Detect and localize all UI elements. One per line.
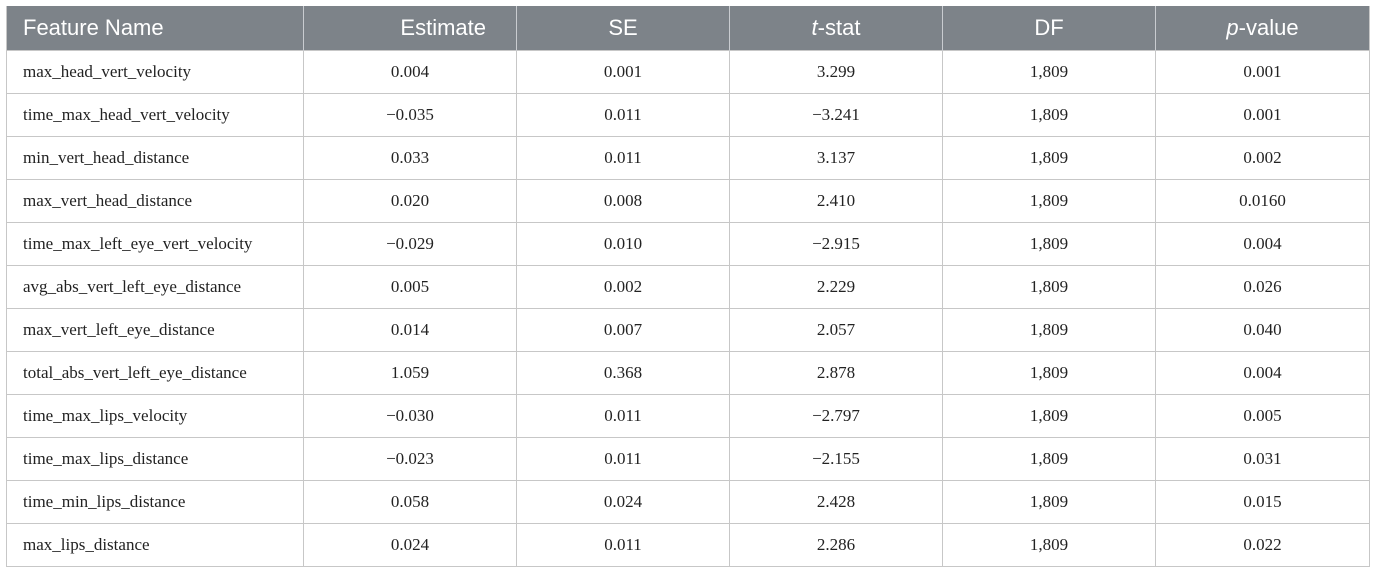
cell-feature-name: time_max_lips_distance — [6, 437, 304, 481]
cell-df: 1,809 — [942, 523, 1156, 567]
table-row: time_min_lips_distance 0.058 0.024 2.428 1,8… — [6, 480, 1370, 524]
table-header: Feature Name Estimate SE t-stat DF p-val… — [6, 6, 1370, 51]
cell-t-stat: −2.915 — [729, 222, 943, 266]
cell-feature-name: time_min_lips_distance — [6, 480, 304, 524]
cell-se: 0.011 — [516, 136, 730, 180]
cell-p-value: 0.004 — [1155, 222, 1370, 266]
cell-t-stat: 2.229 — [729, 265, 943, 309]
cell-t-stat: 2.428 — [729, 480, 943, 524]
cell-p-value: 0.004 — [1155, 351, 1370, 395]
cell-t-stat: 3.299 — [729, 50, 943, 94]
cell-se: 0.010 — [516, 222, 730, 266]
cell-t-stat: 3.137 — [729, 136, 943, 180]
header-row: Feature Name Estimate SE t-stat DF p-val… — [6, 6, 1370, 51]
table-row: time_max_left_eye_vert_velocity −0.029 0.0… — [6, 222, 1370, 266]
cell-se: 0.011 — [516, 437, 730, 481]
cell-estimate: 0.058 — [303, 480, 517, 524]
cell-p-value: 0.040 — [1155, 308, 1370, 352]
table-row: max_vert_left_eye_distance 0.014 0.007 2.05… — [6, 308, 1370, 352]
cell-feature-name: min_vert_head_distance — [6, 136, 304, 180]
cell-se: 0.001 — [516, 50, 730, 94]
cell-df: 1,809 — [942, 50, 1156, 94]
cell-feature-name: max_head_vert_velocity — [6, 50, 304, 94]
cell-se: 0.008 — [516, 179, 730, 223]
cell-df: 1,809 — [942, 93, 1156, 137]
cell-df: 1,809 — [942, 437, 1156, 481]
cell-p-value: 0.022 — [1155, 523, 1370, 567]
cell-p-value: 0.001 — [1155, 50, 1370, 94]
cell-t-stat: 2.878 — [729, 351, 943, 395]
header-p-value: p-value — [1155, 6, 1370, 51]
table-row: time_max_head_vert_velocity −0.035 0.011 −3… — [6, 93, 1370, 137]
cell-feature-name: max_vert_head_distance — [6, 179, 304, 223]
cell-p-value: 0.031 — [1155, 437, 1370, 481]
cell-t-stat: 2.410 — [729, 179, 943, 223]
cell-t-stat: 2.286 — [729, 523, 943, 567]
table-row: max_vert_head_distance 0.020 0.008 2.410 1,8… — [6, 179, 1370, 223]
table-row: time_max_lips_velocity −0.030 0.011 −2.797 1… — [6, 394, 1370, 438]
cell-t-stat: −3.241 — [729, 93, 943, 137]
regression-table: Feature Name Estimate SE t-stat DF p-val… — [6, 6, 1370, 567]
cell-estimate: −0.023 — [303, 437, 517, 481]
table-row: total_abs_vert_left_eye_distance 1.059 0.3… — [6, 351, 1370, 395]
header-t-stat: t-stat — [729, 6, 943, 51]
header-p-value-suffix: -value — [1238, 15, 1299, 40]
header-feature-name: Feature Name — [6, 6, 304, 51]
cell-feature-name: total_abs_vert_left_eye_distance — [6, 351, 304, 395]
cell-estimate: 0.033 — [303, 136, 517, 180]
cell-estimate: 0.005 — [303, 265, 517, 309]
cell-feature-name: max_lips_distance — [6, 523, 304, 567]
cell-df: 1,809 — [942, 179, 1156, 223]
header-t-stat-italic: t — [811, 15, 818, 40]
table-row: time_max_lips_distance −0.023 0.011 −2.155 1… — [6, 437, 1370, 481]
cell-df: 1,809 — [942, 394, 1156, 438]
cell-estimate: 1.059 — [303, 351, 517, 395]
cell-feature-name: max_vert_left_eye_distance — [6, 308, 304, 352]
header-df: DF — [942, 6, 1156, 51]
cell-p-value: 0.026 — [1155, 265, 1370, 309]
cell-df: 1,809 — [942, 480, 1156, 524]
cell-p-value: 0.002 — [1155, 136, 1370, 180]
cell-estimate: 0.004 — [303, 50, 517, 94]
cell-se: 0.002 — [516, 265, 730, 309]
cell-df: 1,809 — [942, 351, 1156, 395]
regression-table-container: Feature Name Estimate SE t-stat DF p-val… — [6, 6, 1370, 567]
cell-df: 1,809 — [942, 308, 1156, 352]
cell-feature-name: time_max_left_eye_vert_velocity — [6, 222, 304, 266]
header-p-value-italic: p — [1226, 15, 1239, 40]
cell-estimate: 0.014 — [303, 308, 517, 352]
cell-estimate: −0.029 — [303, 222, 517, 266]
cell-estimate: 0.024 — [303, 523, 517, 567]
cell-estimate: −0.035 — [303, 93, 517, 137]
cell-se: 0.011 — [516, 394, 730, 438]
table-row: avg_abs_vert_left_eye_distance 0.005 0.002… — [6, 265, 1370, 309]
cell-estimate: −0.030 — [303, 394, 517, 438]
cell-p-value: 0.0160 — [1155, 179, 1370, 223]
cell-df: 1,809 — [942, 136, 1156, 180]
cell-t-stat: 2.057 — [729, 308, 943, 352]
cell-se: 0.024 — [516, 480, 730, 524]
header-estimate: Estimate — [303, 6, 517, 51]
cell-t-stat: −2.155 — [729, 437, 943, 481]
cell-p-value: 0.001 — [1155, 93, 1370, 137]
table-row: max_lips_distance 0.024 0.011 2.286 1,809 0.0… — [6, 523, 1370, 567]
header-se: SE — [516, 6, 730, 51]
table-body: max_head_vert_velocity 0.004 0.001 3.299 1,8… — [6, 50, 1370, 567]
cell-p-value: 0.005 — [1155, 394, 1370, 438]
cell-feature-name: avg_abs_vert_left_eye_distance — [6, 265, 304, 309]
table-row: max_head_vert_velocity 0.004 0.001 3.299 1,8… — [6, 50, 1370, 94]
cell-feature-name: time_max_head_vert_velocity — [6, 93, 304, 137]
cell-t-stat: −2.797 — [729, 394, 943, 438]
cell-df: 1,809 — [942, 265, 1156, 309]
cell-se: 0.011 — [516, 93, 730, 137]
cell-p-value: 0.015 — [1155, 480, 1370, 524]
cell-se: 0.011 — [516, 523, 730, 567]
cell-se: 0.368 — [516, 351, 730, 395]
table-row: min_vert_head_distance 0.033 0.011 3.137 1,8… — [6, 136, 1370, 180]
cell-feature-name: time_max_lips_velocity — [6, 394, 304, 438]
header-t-stat-suffix: -stat — [817, 15, 861, 40]
cell-se: 0.007 — [516, 308, 730, 352]
cell-df: 1,809 — [942, 222, 1156, 266]
cell-estimate: 0.020 — [303, 179, 517, 223]
